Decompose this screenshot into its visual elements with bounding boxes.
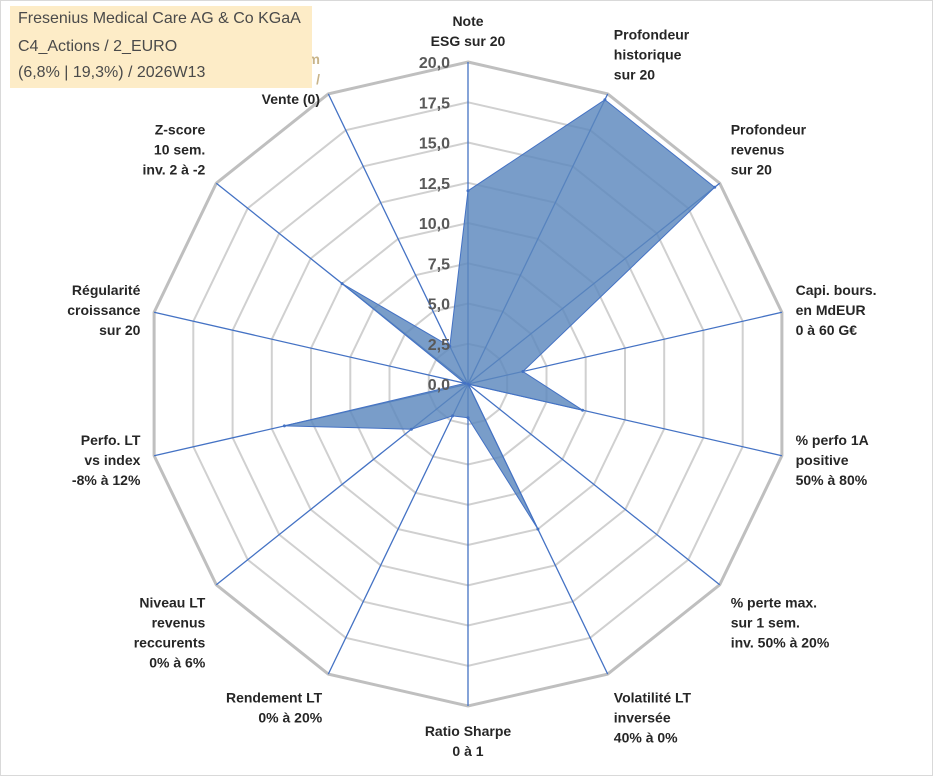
axis-label-9-line-0: Niveau LT [139,595,205,611]
axis-label-9-line-2: reccurents [134,635,206,651]
axis-label-9: Niveau LT revenus reccurents 0% à 6% [134,595,206,671]
axis-label-3-line-1: en MdEUR [796,302,866,318]
axis-label-3-line-2: 0 à 60 G€ [796,322,858,338]
axis-label-6-line-0: Volatilité LT [614,690,692,706]
tick-label-1: 2,5 [428,337,450,354]
axis-label-5: % perte max. sur 1 sem. inv. 50% à 20% [731,595,830,651]
tick-label-4: 10,0 [419,216,450,233]
chart-title: Fresenius Medical Care AG & Co KGaA [18,10,301,27]
axis-label-7-line-0: Ratio Sharpe [425,723,512,739]
series-point-12 [340,282,344,286]
axis-label-8: Rendement LT 0% à 20% [226,690,323,726]
axis-label-7-line-1: 0 à 1 [452,743,483,759]
axis-label-12-line-1: 10 sem. [154,142,205,158]
radar-tick-labels: 0,0 2,5 5,0 7,5 10,0 12,5 15,0 17,5 20,0 [419,55,450,394]
series-point-13 [448,344,452,348]
spoke-13 [327,93,469,385]
tick-label-5: 12,5 [419,176,450,193]
axis-label-6: Volatilité LT inversée 40% à 0% [614,690,692,746]
series-point-11 [463,381,467,385]
series-point-6 [536,527,540,531]
axis-label-0: Note ESG sur 20 [431,13,506,49]
axis-label-0-line-1: ESG sur 20 [431,33,506,49]
axis-label-10-line-1: vs index [84,452,140,468]
axis-label-3: Capi. bours. en MdEUR 0 à 60 G€ [796,282,877,338]
axis-label-6-line-2: 40% à 0% [614,730,678,746]
axis-label-12: Z-score 10 sem. inv. 2 à -2 [143,122,206,178]
axis-label-8-line-0: Rendement LT [226,690,323,706]
axis-label-1-line-0: Profondeur [614,26,690,42]
axis-label-5-line-2: inv. 50% à 20% [731,635,830,651]
spoke-11 [153,311,469,385]
series-point-5 [466,382,470,386]
axis-label-4-line-1: positive [796,452,849,468]
spoke-8 [327,383,469,675]
axis-label-10: Perfo. LT vs index -8% à 12% [72,432,141,488]
series-point-8 [451,414,455,418]
axis-label-1-line-2: sur 20 [614,66,655,82]
axis-label-0-line-0: Note [452,13,483,29]
axis-label-11: Régularité croissance sur 20 [67,282,140,338]
axis-label-8-line-1: 0% à 20% [258,710,322,726]
tick-label-2: 5,0 [428,297,450,314]
axis-label-9-line-3: 0% à 6% [149,655,206,671]
series-area-0 [284,99,716,530]
axis-label-1: Profondeur historique sur 20 [614,26,690,82]
axis-label-11-line-0: Régularité [72,282,141,298]
radar-series [282,98,717,531]
axis-label-4: % perfo 1A positive 50% à 80% [796,432,869,488]
series-point-10 [282,424,286,428]
chart-subtitle-category: C4_Actions / 2_EURO [18,38,178,55]
axis-label-12-line-2: inv. 2 à -2 [143,162,206,178]
axis-label-2-line-1: revenus [731,142,785,158]
axis-label-13-line-2: Vente (0) [262,91,320,107]
tick-label-0: 0,0 [428,377,450,394]
axis-label-6-line-1: inversée [614,710,671,726]
axis-label-1-line-1: historique [614,46,682,62]
axis-label-7: Ratio Sharpe 0 à 1 [425,723,512,759]
series-point-0 [466,189,470,193]
series-point-9 [409,427,413,431]
axis-label-11-line-2: sur 20 [99,322,140,338]
axis-label-2-line-2: sur 20 [731,162,772,178]
axis-label-4-line-2: 50% à 80% [796,472,868,488]
axis-label-3-line-0: Capi. bours. [796,282,877,298]
tick-label-7: 17,5 [419,95,450,112]
axis-label-5-line-1: sur 1 sem. [731,615,800,631]
tick-label-8: 20,0 [419,55,450,72]
series-point-4 [581,408,585,412]
radar-axis-labels: Note ESG sur 20 Profondeur historique sur 20… [67,13,876,759]
axis-label-4-line-0: % perfo 1A [796,432,869,448]
axis-label-10-line-0: Perfo. LT [81,432,141,448]
series-point-2 [713,185,717,189]
axis-label-2-line-0: Profondeur [731,122,807,138]
axis-label-11-line-1: croissance [67,302,140,318]
tick-label-3: 7,5 [428,256,450,273]
tick-label-6: 15,0 [419,136,450,153]
axis-label-9-line-1: revenus [152,615,206,631]
series-point-7 [466,416,470,420]
series-point-3 [521,370,525,373]
axis-label-12-line-0: Z-score [155,122,206,138]
axis-label-10-line-2: -8% à 12% [72,472,141,488]
chart-title-box: Fresenius Medical Care AG & Co KGaA C4_A… [10,6,312,88]
axis-label-2: Profondeur revenus sur 20 [731,122,807,178]
spoke-5 [467,383,721,586]
chart-subtitle-period: (6,8% | 19,3%) / 2026W13 [18,64,206,81]
series-point-1 [603,98,607,102]
axis-label-5-line-0: % perte max. [731,595,817,611]
